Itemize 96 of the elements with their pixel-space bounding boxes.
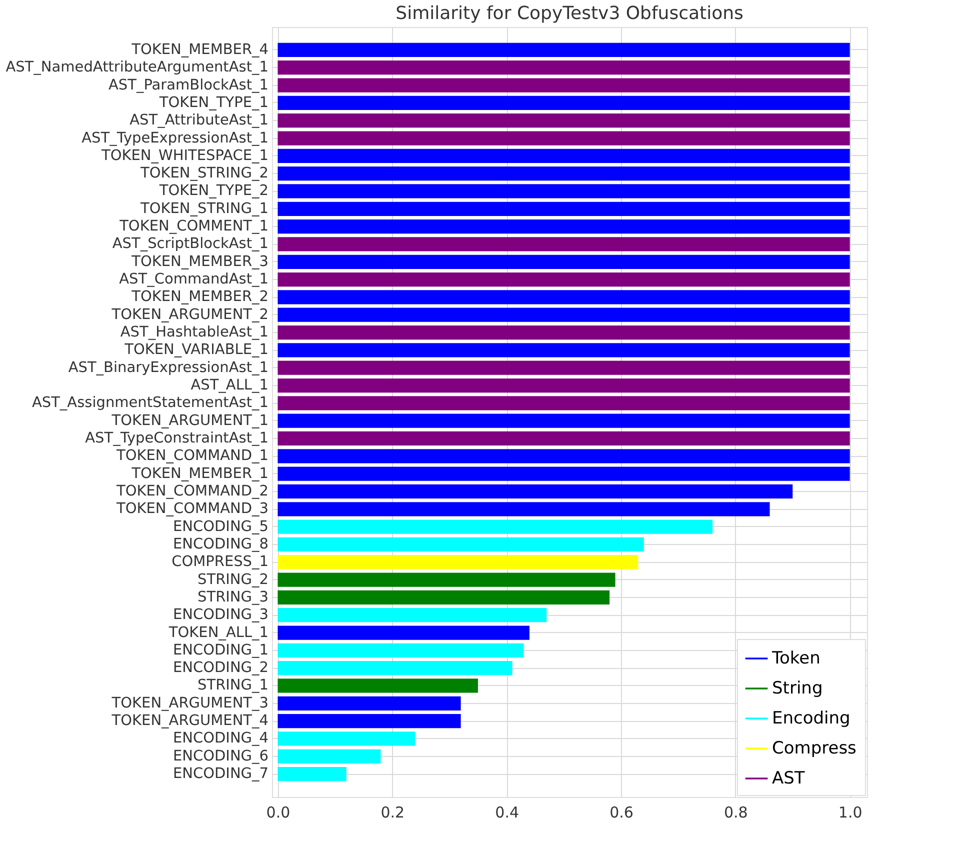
y-tick-label: COMPRESS_1: [172, 554, 268, 570]
y-tick-label: STRING_3: [198, 589, 268, 606]
bar: [278, 166, 850, 181]
y-tick-label: AST_BinaryExpressionAst_1: [68, 360, 268, 376]
y-tick-label: TOKEN_MEMBER_3: [130, 254, 268, 270]
y-tick-label: TOKEN_ARGUMENT_3: [110, 695, 268, 712]
bar: [278, 537, 644, 552]
bar: [278, 502, 770, 516]
bar: [278, 290, 850, 304]
bar: [278, 343, 850, 358]
bar: [278, 414, 850, 428]
bar: [278, 378, 850, 393]
bar: [278, 96, 850, 110]
bar: [278, 626, 530, 640]
y-tick-label: AST_ParamBlockAst_1: [108, 77, 268, 94]
bar: [278, 325, 850, 340]
y-tick-label: AST_AttributeAst_1: [130, 112, 268, 129]
bar: [278, 60, 850, 75]
legend-label: String: [772, 678, 823, 698]
chart-title: Similarity for CopyTestv3 Obfuscations: [396, 3, 744, 24]
bar: [278, 360, 850, 375]
bar: [278, 678, 478, 693]
bar: [278, 237, 850, 252]
y-tick-label: AST_NamedAttributeArgumentAst_1: [6, 60, 268, 76]
bar: [278, 148, 850, 163]
bar: [278, 272, 850, 287]
y-tick-label: TOKEN_MEMBER_4: [130, 42, 268, 58]
bar: [278, 520, 713, 534]
y-tick-label: TOKEN_COMMAND_2: [115, 483, 268, 500]
y-tick-label: TOKEN_STRING_1: [139, 200, 268, 217]
bar: [278, 466, 850, 481]
y-tick-label: TOKEN_STRING_2: [139, 166, 268, 182]
bar: [278, 572, 616, 587]
bar: [278, 732, 416, 746]
bar: [278, 202, 850, 216]
y-tick-label: TOKEN_ARGUMENT_2: [110, 306, 268, 323]
y-tick-label: TOKEN_VARIABLE_1: [124, 342, 268, 358]
y-tick-label: ENCODING_3: [172, 607, 268, 624]
x-tick-label: 0.6: [610, 804, 634, 822]
y-tick-label: AST_ScriptBlockAst_1: [112, 236, 268, 252]
bar: [278, 643, 524, 658]
bar: [278, 254, 850, 269]
y-tick-label: ENCODING_5: [172, 518, 268, 535]
x-tick-label: 0.8: [724, 804, 748, 822]
x-tick-label: 0.4: [495, 804, 519, 822]
x-tick-label: 1.0: [838, 804, 862, 822]
y-tick-label: AST_AssignmentStatementAst_1: [32, 395, 268, 412]
bar: [278, 308, 850, 322]
y-tick-label: STRING_1: [198, 678, 268, 694]
y-tick-label: ENCODING_6: [172, 748, 268, 764]
bar: [278, 78, 850, 92]
y-tick-label: TOKEN_ALL_1: [168, 624, 268, 641]
y-tick-label: ENCODING_2: [172, 660, 268, 676]
y-tick-label: TOKEN_ARGUMENT_1: [110, 412, 268, 429]
y-tick-label: AST_HashtableAst_1: [120, 324, 268, 341]
y-tick-label: STRING_2: [198, 572, 268, 588]
bar: [278, 714, 461, 728]
y-tick-label: TOKEN_COMMAND_1: [115, 448, 268, 464]
bar: [278, 696, 461, 710]
y-tick-label: TOKEN_TYPE_2: [158, 183, 268, 200]
bar: [278, 449, 850, 464]
y-tick-label: ENCODING_8: [172, 536, 268, 552]
y-tick-label: ENCODING_7: [172, 766, 268, 782]
bar: [278, 484, 793, 499]
x-tick-label: 0.0: [266, 804, 290, 822]
bar: [278, 220, 850, 234]
y-tick-label: TOKEN_TYPE_1: [158, 94, 268, 111]
legend-label: AST: [772, 768, 806, 788]
y-tick-label: TOKEN_MEMBER_2: [130, 289, 268, 306]
bar: [278, 749, 381, 764]
y-tick-label: ENCODING_1: [172, 642, 268, 658]
bar: [278, 608, 547, 622]
y-tick-label: TOKEN_COMMAND_3: [115, 501, 268, 518]
y-tick-label: AST_TypeConstraintAst_1: [85, 430, 268, 446]
legend-label: Compress: [772, 738, 857, 758]
bar: [278, 396, 850, 410]
y-tick-label: TOKEN_MEMBER_1: [130, 466, 268, 482]
legend-label: Token: [771, 648, 820, 668]
bar: [278, 42, 850, 58]
y-tick-label: TOKEN_WHITESPACE_1: [100, 148, 268, 164]
bar: [278, 766, 346, 782]
bar: [278, 555, 638, 570]
y-tick-label: AST_CommandAst_1: [119, 272, 268, 288]
bar: [278, 184, 850, 198]
y-tick-label: ENCODING_4: [172, 730, 268, 747]
bar: [278, 590, 610, 604]
bar: [278, 114, 850, 128]
bar: [278, 431, 850, 446]
y-tick-label: AST_ALL_1: [190, 378, 268, 394]
y-tick-label: TOKEN_COMMENT_1: [118, 218, 268, 235]
y-tick-label: TOKEN_ARGUMENT_4: [110, 713, 268, 730]
y-tick-label: AST_TypeExpressionAst_1: [82, 130, 268, 146]
bar: [278, 131, 850, 146]
legend-label: Encoding: [772, 708, 850, 728]
x-tick-label: 0.2: [380, 804, 405, 822]
bar: [278, 661, 512, 676]
